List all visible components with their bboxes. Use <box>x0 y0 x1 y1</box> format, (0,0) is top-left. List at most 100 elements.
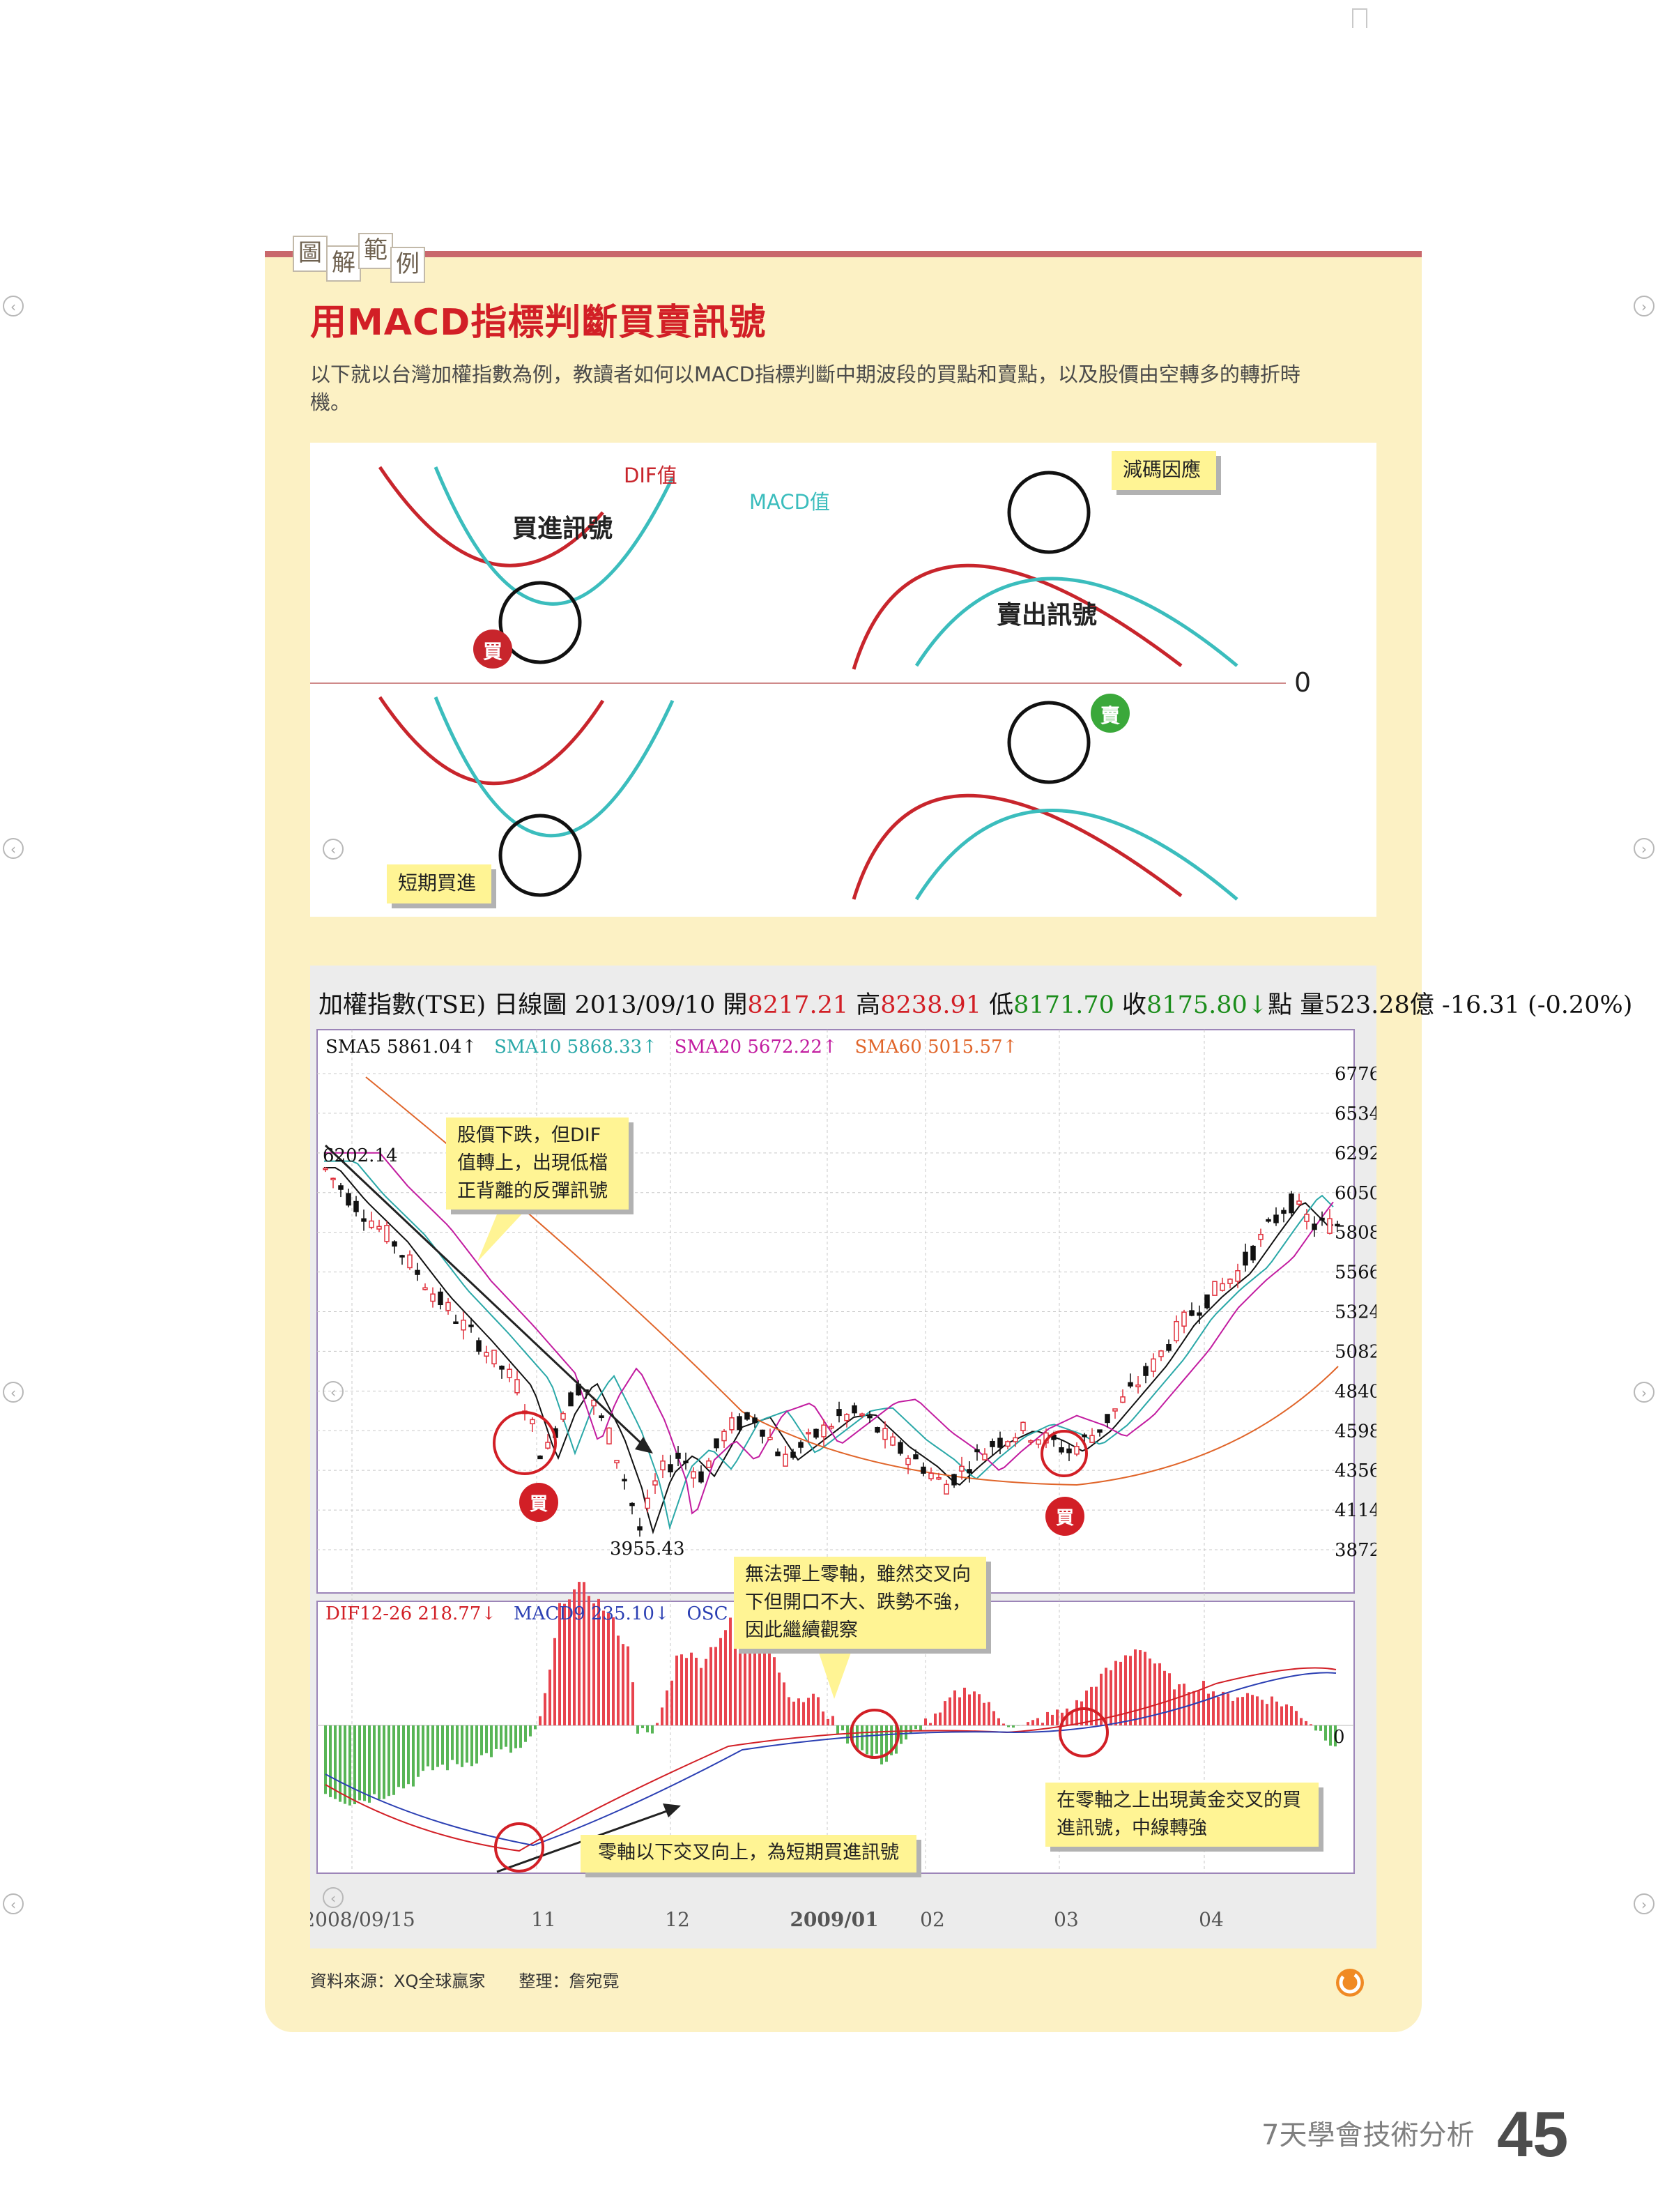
osc-bar <box>1144 1652 1146 1725</box>
signal-circle <box>493 1411 557 1475</box>
nav-next-icon[interactable]: › <box>1634 1893 1655 1914</box>
sell-marker-label: 賣 <box>1100 704 1120 727</box>
osc-bar <box>485 1725 488 1753</box>
nav-prev-icon[interactable]: ‹ <box>323 1381 344 1402</box>
osc-bar <box>1314 1725 1317 1731</box>
note-divergence: 股價下跌，但DIF值轉上，出現低檔正背離的反彈訊號 <box>446 1118 629 1210</box>
osc-bar <box>422 1725 424 1771</box>
osc-bar <box>368 1725 371 1803</box>
osc-bar <box>841 1725 844 1731</box>
osc-bar <box>1334 1725 1337 1747</box>
osc-bar <box>417 1725 420 1777</box>
osc-bar <box>670 1680 673 1725</box>
osc-bar <box>914 1725 917 1730</box>
osc-bar <box>924 1718 927 1725</box>
osc-bar <box>373 1725 376 1794</box>
volume-unit: 億 <box>1409 991 1434 1019</box>
time-tick-label: 2008/09/15 <box>310 1908 415 1931</box>
candle-body <box>1212 1281 1218 1296</box>
candle-body <box>729 1417 735 1431</box>
candle-body <box>453 1321 459 1325</box>
dif-label: DIF值 <box>624 464 677 487</box>
osc-bar <box>1324 1725 1327 1741</box>
osc-bar <box>383 1725 385 1799</box>
osc-bar <box>387 1725 390 1797</box>
osc-bar <box>661 1707 663 1725</box>
candle-body <box>714 1438 719 1449</box>
osc-bar <box>1241 1697 1244 1725</box>
osc-bar <box>1110 1670 1112 1725</box>
candle-body <box>997 1437 1003 1448</box>
osc-bar <box>1207 1693 1210 1725</box>
candle-body <box>1151 1358 1156 1372</box>
osc-bar <box>831 1716 834 1725</box>
candle-body <box>921 1466 926 1474</box>
nav-prev-icon[interactable]: ‹ <box>3 1382 24 1403</box>
candle-body <box>1074 1446 1080 1455</box>
osc-bar <box>1290 1706 1293 1725</box>
candle-body <box>652 1480 658 1486</box>
osc-bar <box>1197 1691 1200 1725</box>
osc-bar <box>612 1617 615 1725</box>
osc-bar <box>875 1725 878 1754</box>
candle-body <box>399 1255 405 1258</box>
candle-body <box>1220 1283 1225 1291</box>
nav-next-icon[interactable]: › <box>1634 1382 1655 1403</box>
candle-body <box>560 1412 566 1420</box>
nav-next-icon[interactable]: › <box>1634 838 1655 859</box>
arrow-head-icon <box>635 1437 653 1454</box>
osc-bar <box>1231 1700 1234 1725</box>
candle-body <box>836 1409 842 1417</box>
osc-bar <box>758 1626 761 1725</box>
sma5-legend: SMA5 5861.04↑ <box>325 1037 477 1058</box>
candle-body <box>1028 1440 1034 1443</box>
candle-body <box>829 1426 834 1429</box>
osc-bar <box>1051 1714 1054 1725</box>
bookmark-icon[interactable] <box>1352 8 1367 29</box>
osc-bar <box>519 1725 522 1748</box>
osc-bar <box>709 1647 712 1725</box>
candle-body <box>990 1440 995 1447</box>
osc-bar <box>909 1725 912 1734</box>
candle-body <box>438 1291 443 1306</box>
osc-bar <box>1139 1650 1142 1725</box>
candle-body <box>1036 1439 1041 1445</box>
nav-next-icon[interactable]: › <box>1634 296 1655 316</box>
price-tick-label: 5324 <box>1335 1302 1376 1323</box>
nav-prev-icon[interactable]: ‹ <box>3 1893 24 1914</box>
price-tick-label: 6050 <box>1335 1183 1376 1204</box>
candle-body <box>1181 1311 1187 1327</box>
high-label: 高 <box>856 991 881 1019</box>
candle-body <box>936 1477 942 1480</box>
candle-body <box>1166 1343 1172 1351</box>
osc-bar <box>1261 1700 1264 1725</box>
arrow-head-icon <box>663 1803 681 1817</box>
buy-marker <box>519 1483 558 1522</box>
chart-canvas: 6776 6534 6292 6050 5808 5566 5324 5082 4840 4598… <box>310 1029 1376 1931</box>
osc-bar <box>1124 1655 1127 1725</box>
candle-body <box>852 1405 857 1414</box>
osc-bar <box>353 1725 356 1805</box>
note-short-buy: 零軸以下交叉向上，為短期買進訊號 <box>581 1835 916 1872</box>
osc-bar <box>363 1725 366 1801</box>
candle-body <box>629 1502 635 1507</box>
nav-prev-icon[interactable]: ‹ <box>3 838 24 859</box>
osc-bar <box>397 1725 400 1787</box>
osc-bar <box>1158 1663 1161 1725</box>
osc-bar <box>714 1647 717 1725</box>
nav-prev-icon[interactable]: ‹ <box>323 839 344 860</box>
candle-body <box>415 1269 420 1275</box>
osc-bar <box>807 1698 810 1725</box>
osc-bar <box>827 1718 829 1725</box>
osc-bar <box>436 1725 439 1767</box>
nav-prev-icon[interactable]: ‹ <box>3 296 24 316</box>
osc-bar <box>1300 1718 1303 1725</box>
osc-bar <box>1251 1695 1254 1725</box>
candle-body <box>1013 1437 1018 1442</box>
nav-prev-icon[interactable]: ‹ <box>323 1887 344 1908</box>
osc-bar <box>441 1725 444 1765</box>
osc-bar <box>470 1725 473 1767</box>
candle-body <box>790 1451 796 1458</box>
candle-body <box>476 1340 482 1352</box>
osc-bar <box>846 1725 849 1744</box>
